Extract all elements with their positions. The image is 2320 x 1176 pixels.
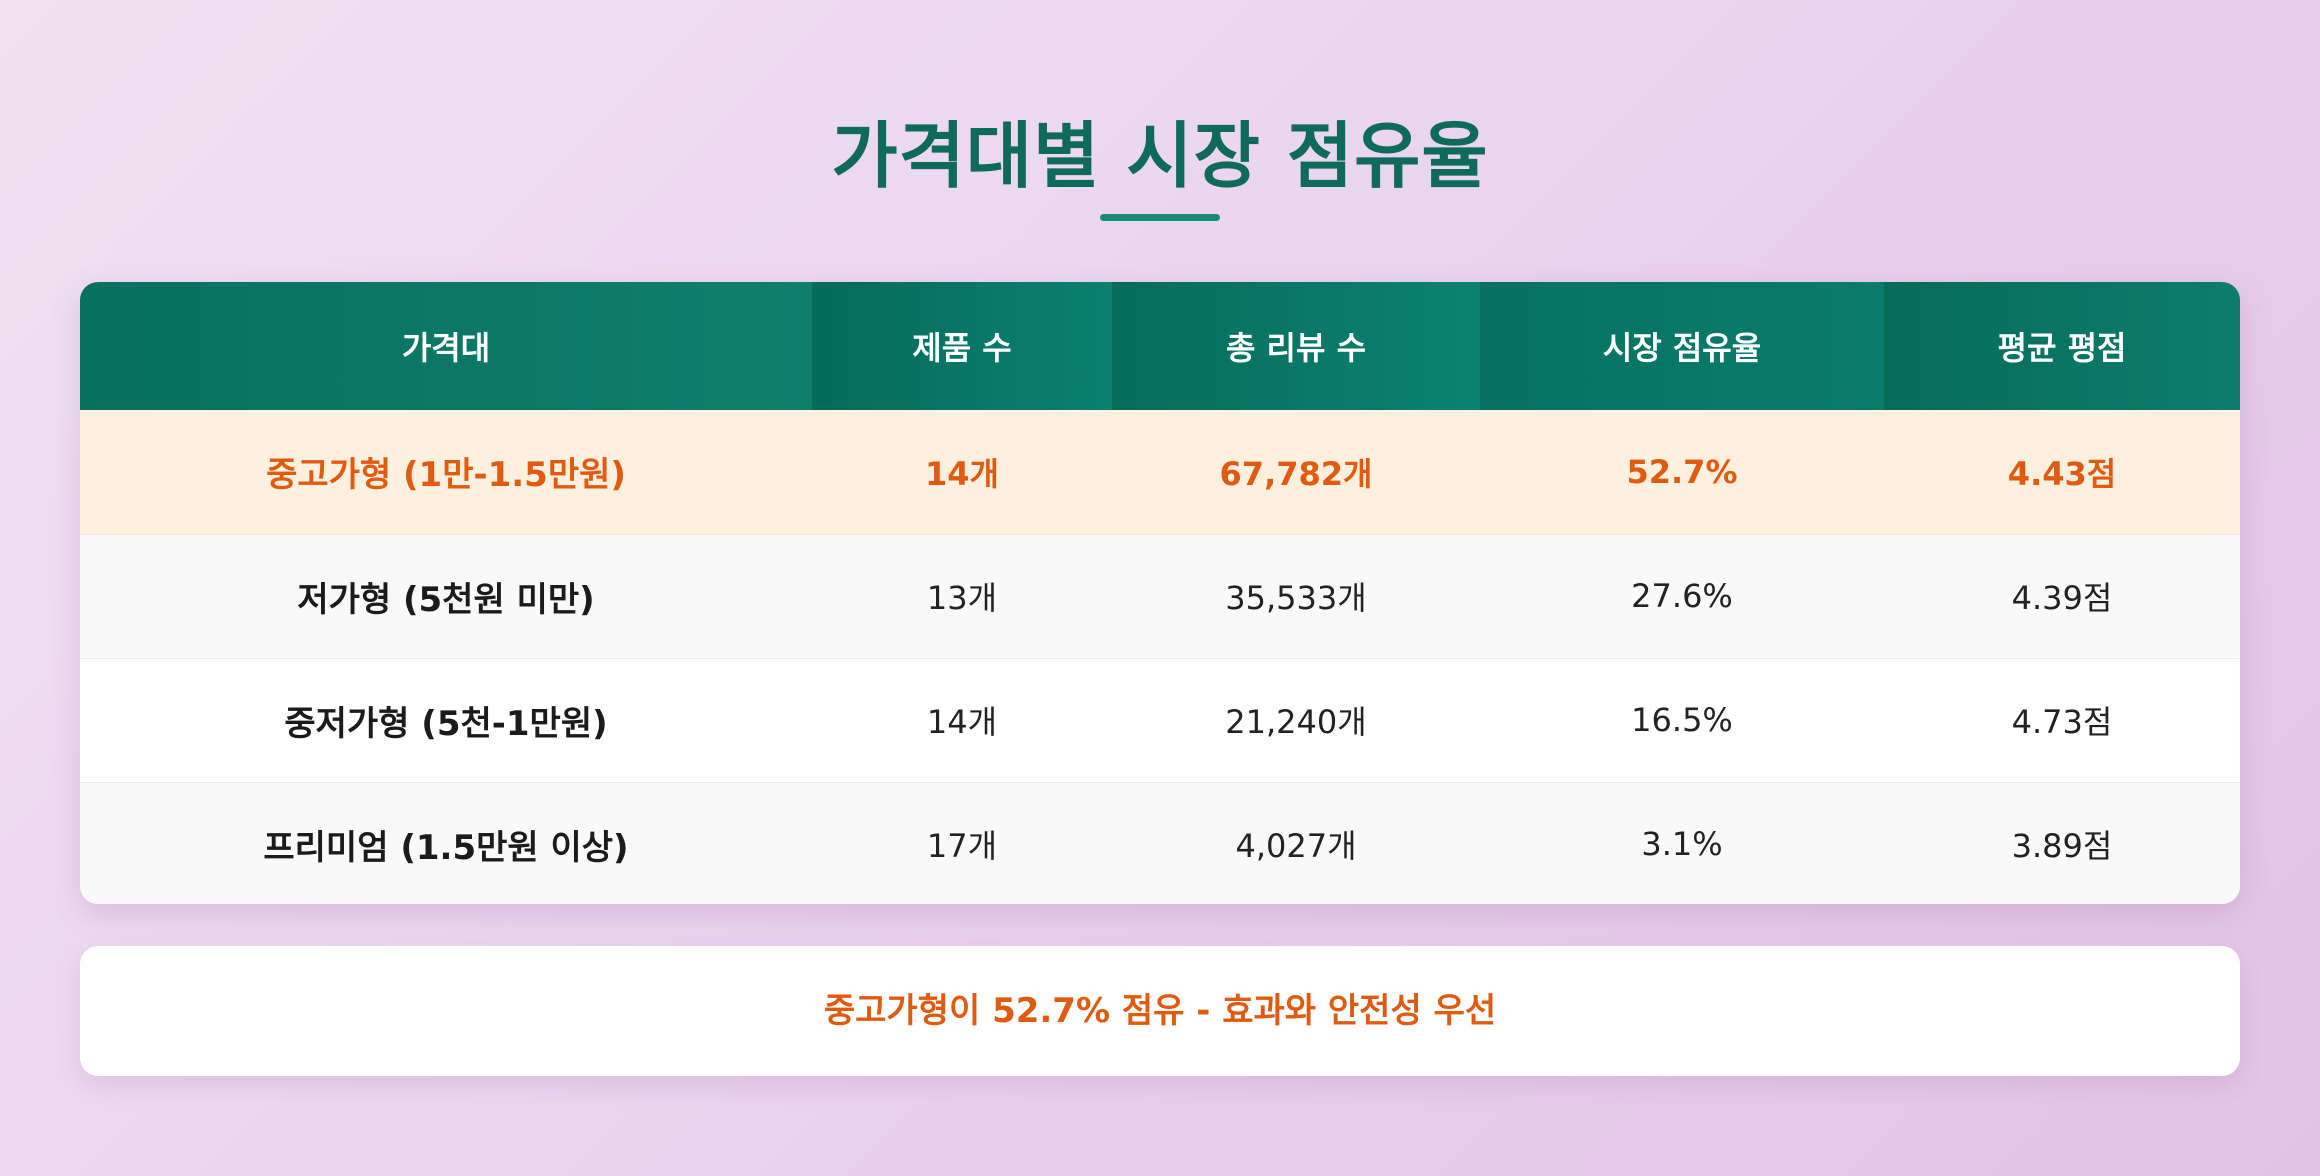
cell-average-rating: 3.89점 — [2011, 827, 2113, 866]
cell-price-range: 중고가형 (1만-1.5만원) — [266, 455, 626, 496]
cell-price-range: 저가형 (5천원 미만) — [297, 579, 595, 620]
summary-text: 중고가형이 52.7% 점유 - 효과와 안전성 우선 — [823, 991, 1497, 1031]
table-row: 프리미엄 (1.5만원 이상) 17개 4,027개 3.1% 3.89점 — [80, 782, 2240, 904]
summary-card: 중고가형이 52.7% 점유 - 효과와 안전성 우선 — [80, 946, 2240, 1076]
table-row: 저가형 (5천원 미만) 13개 35,533개 27.6% 4.39점 — [80, 534, 2240, 658]
table-header-row: 가격대 제품 수 총 리뷰 수 시장 점유율 평균 평점 — [80, 282, 2240, 410]
cell-product-count: 14개 — [925, 454, 999, 493]
header-average-rating: 평균 평점 — [1884, 282, 2240, 410]
cell-product-count: 13개 — [926, 579, 998, 617]
table-row: 중고가형 (1만-1.5만원) 14개 67,782개 52.7% 4.43점 — [80, 410, 2240, 534]
header-total-reviews: 총 리뷰 수 — [1112, 282, 1480, 410]
cell-average-rating: 4.73점 — [2011, 703, 2113, 741]
cell-total-reviews: 21,240개 — [1225, 703, 1367, 741]
cell-market-share: 3.1% — [1641, 825, 1723, 864]
cell-total-reviews: 67,782개 — [1219, 454, 1373, 493]
header-market-share: 시장 점유율 — [1480, 282, 1884, 410]
header-product-count: 제품 수 — [812, 282, 1112, 410]
cell-product-count: 14개 — [926, 703, 998, 741]
cell-price-range: 프리미엄 (1.5만원 이상) — [263, 827, 629, 868]
cell-market-share: 52.7% — [1626, 452, 1738, 491]
cell-price-range: 중저가형 (5천-1만원) — [284, 703, 608, 744]
cell-total-reviews: 35,533개 — [1225, 579, 1367, 617]
title-underline — [1100, 214, 1220, 221]
cell-total-reviews: 4,027개 — [1235, 827, 1357, 866]
table-row: 중저가형 (5천-1만원) 14개 21,240개 16.5% 4.73점 — [80, 658, 2240, 782]
header-price-range: 가격대 — [80, 282, 812, 410]
cell-market-share: 27.6% — [1631, 577, 1733, 615]
cell-average-rating: 4.39점 — [2011, 579, 2113, 617]
market-share-table-card: 가격대 제품 수 총 리뷰 수 시장 점유율 평균 평점 중고가형 (1만-1.… — [80, 282, 2240, 904]
market-share-table: 가격대 제품 수 총 리뷰 수 시장 점유율 평균 평점 중고가형 (1만-1.… — [80, 282, 2240, 904]
cell-market-share: 16.5% — [1631, 701, 1733, 739]
cell-average-rating: 4.43점 — [2007, 454, 2117, 493]
page-title: 가격대별 시장 점유율 — [831, 114, 1489, 198]
cell-product-count: 17개 — [926, 827, 998, 866]
